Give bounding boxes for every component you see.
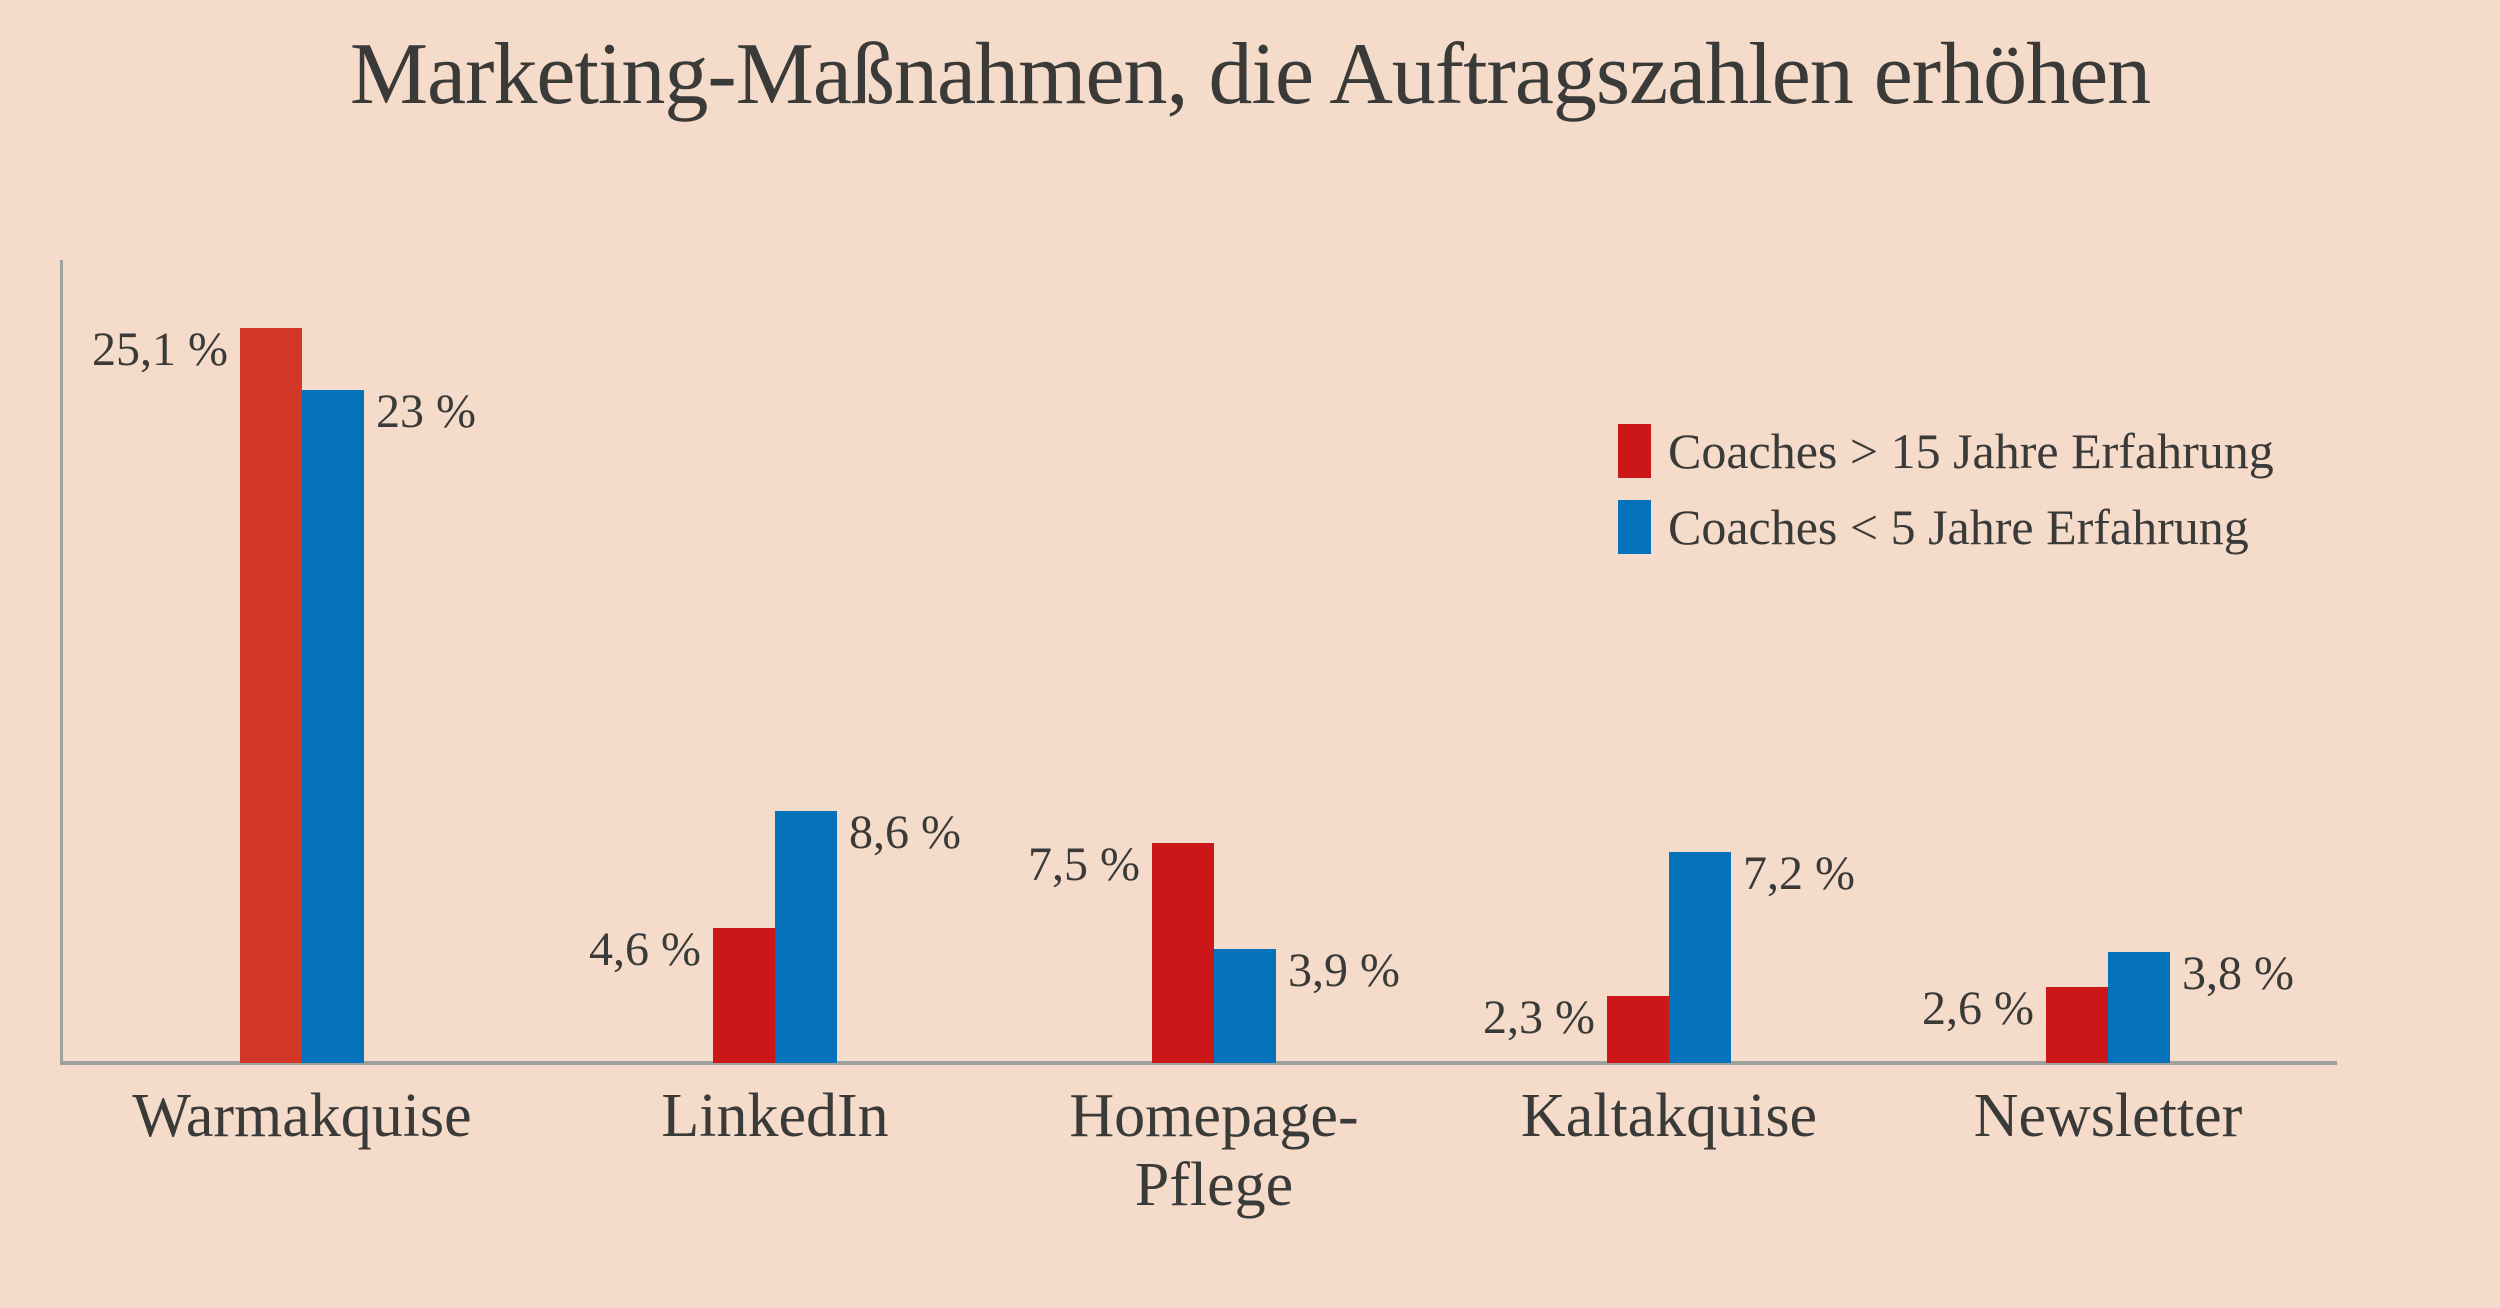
legend-label-red: Coaches > 15 Jahre Erfahrung — [1668, 423, 2274, 479]
category-label-homepage-pflege: Homepage- Pflege — [1069, 1082, 1359, 1220]
value-label-homepage-pflege-blue: 3,9 % — [1288, 943, 1400, 997]
chart-title: Marketing-Maßnahmen, die Auftragszahlen … — [349, 26, 2151, 123]
bar-linkedin-red — [713, 928, 775, 1063]
bar-newsletter-red — [2046, 986, 2108, 1063]
category-label-warmakquise: Warmakquise — [132, 1082, 472, 1150]
bar-newsletter-blue — [2108, 951, 2170, 1063]
value-label-homepage-pflege-red: 7,5 % — [1028, 838, 1140, 892]
value-label-warmakquise-red: 25,1 % — [92, 323, 228, 377]
x-axis-line — [60, 1061, 2337, 1065]
category-label-linkedin: LinkedIn — [661, 1082, 889, 1150]
value-label-kaltakquise-blue: 7,2 % — [1743, 847, 1855, 901]
bar-warmakquise-red — [240, 328, 302, 1063]
legend: Coaches > 15 Jahre Erfahrung Coaches < 5 … — [1618, 424, 2274, 576]
category-label-kaltakquise: Kaltakquise — [1520, 1082, 1818, 1150]
bar-warmakquise-blue — [302, 389, 364, 1063]
value-label-linkedin-blue: 8,6 % — [849, 806, 961, 860]
y-axis-line — [60, 260, 63, 1065]
bar-homepage-pflege-red — [1152, 843, 1214, 1063]
legend-row-blue: Coaches < 5 Jahre Erfahrung — [1618, 500, 2274, 554]
value-label-newsletter-blue: 3,8 % — [2182, 946, 2294, 1000]
value-label-kaltakquise-red: 2,3 % — [1483, 990, 1595, 1044]
legend-label-blue: Coaches < 5 Jahre Erfahrung — [1668, 499, 2249, 555]
legend-swatch-blue-icon — [1618, 500, 1651, 554]
value-label-warmakquise-blue: 23 % — [376, 384, 476, 438]
legend-swatch-red-icon — [1618, 424, 1651, 478]
legend-row-red: Coaches > 15 Jahre Erfahrung — [1618, 424, 2274, 478]
value-label-newsletter-red: 2,6 % — [1922, 981, 2034, 1035]
bar-homepage-pflege-blue — [1214, 948, 1276, 1063]
bar-kaltakquise-red — [1607, 995, 1669, 1063]
value-label-linkedin-red: 4,6 % — [589, 923, 701, 977]
bar-kaltakquise-blue — [1669, 852, 1731, 1063]
category-label-newsletter: Newsletter — [1973, 1082, 2243, 1150]
bar-linkedin-blue — [775, 811, 837, 1063]
